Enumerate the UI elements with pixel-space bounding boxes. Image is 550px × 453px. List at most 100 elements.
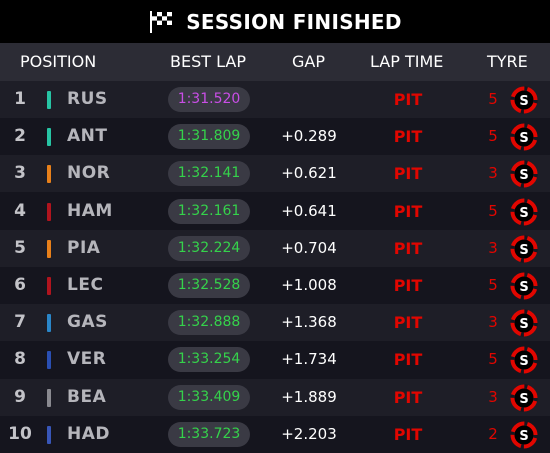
- gap-to-leader: +0.289: [281, 127, 337, 146]
- soft-tyre-icon: S: [510, 309, 538, 337]
- driver-code: NOR: [67, 163, 111, 184]
- gap-to-leader: +0.704: [281, 238, 337, 257]
- table-row[interactable]: 10 HAD 1:33.723 +2.203 PIT 2 S: [0, 415, 550, 453]
- lap-time-status: PIT: [393, 350, 423, 370]
- tyre-laps: 5: [488, 201, 498, 220]
- team-color-bar: [47, 277, 51, 295]
- column-header-position: POSITION: [20, 52, 97, 71]
- soft-tyre-icon: S: [510, 160, 538, 189]
- tyre-compound-letter: S: [519, 94, 528, 109]
- tyre-compound-letter: S: [519, 429, 528, 444]
- soft-tyre-icon: S: [510, 383, 538, 412]
- best-lap-time: 1:32.528: [168, 273, 250, 298]
- best-lap-time: 1:33.254: [168, 347, 250, 373]
- table-row[interactable]: 8 VER 1:33.254 +1.734 PIT 5 S: [0, 341, 550, 379]
- tyre-laps: 5: [488, 350, 498, 369]
- gap-to-leader: +2.203: [281, 424, 337, 443]
- team-color-bar: [47, 165, 51, 184]
- table-row[interactable]: 3 NOR 1:32.141 +0.621 PIT 3 S: [0, 155, 550, 193]
- position-number: 10: [8, 423, 32, 444]
- team-color-bar: [47, 202, 51, 221]
- tyre-compound-letter: S: [519, 206, 528, 221]
- lap-time-status: PIT: [393, 90, 423, 109]
- column-header-lap-time: LAP TIME: [370, 52, 444, 71]
- table-row[interactable]: 9 BEA 1:33.409 +1.889 PIT 3 S: [0, 378, 550, 416]
- tyre-compound-letter: S: [519, 243, 528, 258]
- tyre-compound-letter: S: [519, 354, 528, 369]
- table-row[interactable]: 4 HAM 1:32.161 +0.641 PIT 5 S: [0, 192, 550, 230]
- position-number: 1: [14, 89, 26, 109]
- table-row[interactable]: 2 ANT 1:31.809 +0.289 PIT 5 S: [0, 118, 550, 156]
- gap-to-leader: +1.368: [281, 313, 337, 332]
- position-number: 4: [14, 200, 26, 221]
- lap-time-status: PIT: [393, 387, 423, 407]
- best-lap-time: 1:32.161: [168, 198, 250, 224]
- gap-to-leader: +1.734: [281, 350, 337, 369]
- position-number: 8: [14, 349, 26, 370]
- lap-time-status: PIT: [393, 424, 423, 444]
- soft-tyre-icon: S: [510, 86, 538, 114]
- best-lap-time: 1:32.224: [168, 235, 250, 261]
- lap-time-status: PIT: [393, 201, 423, 221]
- soft-tyre-icon: S: [510, 235, 538, 263]
- tyre-laps: 5: [488, 90, 498, 108]
- lap-time-status: PIT: [393, 238, 423, 258]
- driver-code: GAS: [67, 312, 108, 333]
- best-lap-time: 1:33.409: [168, 384, 250, 410]
- session-banner: SESSION FINISHED: [0, 0, 550, 43]
- driver-code: HAM: [67, 200, 113, 221]
- best-lap-time: 1:33.723: [168, 421, 250, 447]
- lap-time-status: PIT: [393, 276, 423, 295]
- driver-code: PIA: [67, 237, 101, 258]
- driver-code: LEC: [67, 275, 104, 295]
- lap-time-status: PIT: [393, 313, 423, 333]
- best-lap-time: 1:31.520: [168, 87, 250, 112]
- team-color-bar: [47, 425, 51, 444]
- table-row[interactable]: 7 GAS 1:32.888 +1.368 PIT 3 S: [0, 304, 550, 342]
- position-number: 9: [14, 386, 26, 407]
- column-header-tyre: TYRE: [487, 52, 528, 71]
- driver-code: RUS: [67, 89, 108, 109]
- tyre-laps: 5: [488, 276, 498, 294]
- table-row[interactable]: 1 RUS 1:31.520 PIT 5 S: [0, 81, 550, 118]
- session-status-title: SESSION FINISHED: [186, 9, 402, 34]
- tyre-compound-letter: S: [519, 131, 528, 146]
- tyre-compound-letter: S: [519, 392, 528, 407]
- tyre-laps: 3: [488, 238, 498, 257]
- team-color-bar: [47, 314, 51, 333]
- soft-tyre-icon: S: [510, 272, 538, 300]
- gap-to-leader: [268, 81, 350, 118]
- tyre-compound-letter: S: [519, 280, 528, 295]
- tyre-laps: 5: [488, 127, 498, 146]
- team-color-bar: [47, 351, 51, 370]
- tyre-laps: 3: [488, 313, 498, 332]
- tyre-compound-letter: S: [519, 317, 528, 332]
- gap-to-leader: +1.008: [281, 276, 337, 294]
- best-lap-time: 1:32.141: [168, 161, 250, 187]
- gap-to-leader: +0.621: [281, 164, 337, 183]
- tyre-laps: 3: [488, 164, 498, 183]
- best-lap-time: 1:32.888: [168, 310, 250, 336]
- gap-to-leader: +0.641: [281, 201, 337, 220]
- column-header-best-lap: BEST LAP: [170, 52, 246, 71]
- column-header-gap: GAP: [292, 52, 325, 71]
- best-lap-time: 1:31.809: [168, 124, 250, 150]
- position-number: 6: [14, 275, 26, 295]
- lap-time-status: PIT: [393, 164, 423, 184]
- gap-to-leader: +1.889: [281, 387, 337, 406]
- tyre-laps: 2: [488, 424, 498, 443]
- driver-code: ANT: [67, 126, 108, 147]
- soft-tyre-icon: S: [510, 421, 538, 449]
- tyre-laps: 3: [488, 387, 498, 406]
- position-number: 2: [14, 126, 26, 147]
- driver-code: VER: [67, 349, 107, 370]
- lap-time-status: PIT: [393, 127, 423, 147]
- driver-code: BEA: [67, 386, 107, 407]
- soft-tyre-icon: S: [510, 197, 538, 226]
- table-row[interactable]: 5 PIA 1:32.224 +0.704 PIT 3 S: [0, 229, 550, 267]
- team-color-bar: [47, 239, 51, 258]
- team-color-bar: [47, 388, 51, 407]
- tyre-compound-letter: S: [519, 168, 528, 183]
- table-row[interactable]: 6 LEC 1:32.528 +1.008 PIT 5 S: [0, 267, 550, 304]
